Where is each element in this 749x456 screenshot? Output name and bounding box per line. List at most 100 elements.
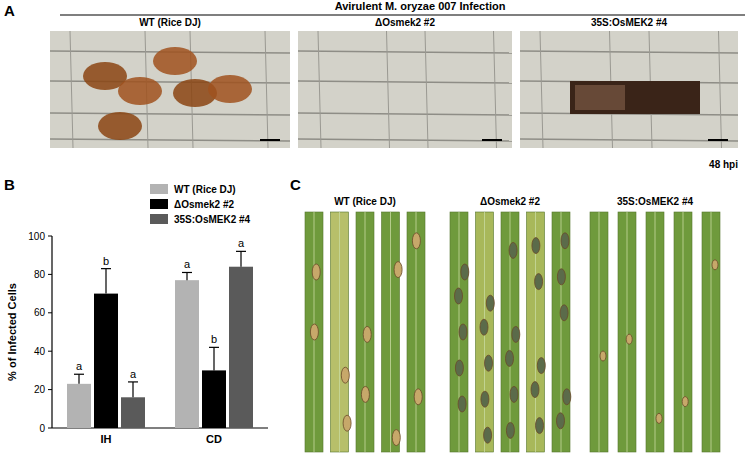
lesion	[392, 430, 400, 446]
leaf-vein	[339, 212, 340, 452]
lesion	[461, 264, 469, 280]
leaf	[382, 212, 400, 452]
cell-wall	[719, 31, 722, 148]
error-bar-stem	[213, 347, 214, 370]
y-tick	[48, 351, 52, 352]
micrograph	[520, 31, 738, 148]
image-label: ΔOsmek2 #2	[480, 196, 540, 207]
panel-title: Avirulent M. oryzae 007 Infection	[335, 0, 506, 12]
leaf	[527, 212, 545, 452]
lesion	[343, 415, 351, 431]
bar	[229, 267, 253, 428]
y-tick	[48, 312, 52, 313]
leaf-vein	[683, 212, 684, 452]
error-bar	[236, 251, 246, 266]
error-bar-stem	[186, 272, 187, 280]
lesion	[712, 260, 718, 270]
lesion	[532, 238, 540, 254]
hypha-cluster	[208, 75, 252, 103]
lesion	[458, 396, 466, 412]
lesion	[512, 326, 520, 342]
bar	[94, 294, 118, 428]
lesion	[682, 397, 688, 407]
lesion	[656, 413, 662, 423]
cell-wall	[298, 113, 512, 115]
cell-wall	[298, 51, 512, 53]
y-tick-label: 40	[34, 346, 46, 357]
scale-bar	[260, 139, 280, 141]
lesion	[455, 288, 463, 304]
error-bar	[128, 382, 138, 397]
leaf	[476, 212, 494, 452]
hypha-cluster	[153, 47, 197, 75]
y-tick	[48, 274, 52, 275]
leaf	[674, 212, 692, 452]
leaf	[356, 212, 374, 452]
lesion	[506, 422, 514, 438]
y-axis-label: % of Infected Cells	[6, 283, 18, 381]
image-label: 35S:OsMEK2 #4	[617, 196, 694, 207]
cell-wall	[298, 139, 512, 141]
legend-swatch	[150, 214, 168, 224]
cell-wall	[265, 31, 268, 148]
lesion	[310, 324, 318, 340]
lesion	[509, 242, 517, 258]
lesion	[486, 295, 494, 311]
cell-wall	[494, 31, 497, 148]
cell-wall	[540, 31, 543, 148]
error-bar-cap	[101, 268, 111, 269]
lesion	[481, 391, 489, 407]
leaf-vein	[627, 212, 628, 452]
dead-cell	[570, 81, 700, 114]
error-bar-cap	[128, 381, 138, 382]
error-bar-cap	[74, 374, 84, 375]
error-bar-stem	[78, 374, 79, 384]
error-bar-stem	[105, 269, 106, 294]
leaf	[552, 212, 570, 452]
error-bar-stem	[240, 251, 241, 266]
cell-wall	[70, 31, 73, 148]
cell-wall	[50, 139, 290, 141]
image-label: 35S:OsMEK2 #4	[591, 17, 668, 28]
cell-wall	[425, 31, 428, 148]
micrograph-bg	[50, 31, 290, 148]
panel-letter: C	[290, 176, 301, 193]
lesion	[537, 358, 545, 374]
lesion	[414, 389, 422, 405]
panel-letter: B	[4, 176, 15, 193]
lesion	[341, 367, 349, 383]
bar	[202, 370, 226, 428]
y-axis	[51, 236, 52, 428]
y-tick-label: 0	[39, 423, 45, 434]
x-tick-label: IH	[101, 433, 112, 445]
error-bar-cap	[236, 251, 246, 252]
leaf-vein	[711, 212, 712, 452]
y-tick-label: 80	[34, 269, 46, 280]
leaf-vein	[599, 212, 600, 452]
lesion	[394, 262, 402, 278]
lesion	[455, 360, 463, 376]
title-rule	[60, 14, 745, 15]
micrograph-bg	[520, 31, 738, 148]
bar	[121, 397, 145, 428]
significance-letter: b	[103, 255, 109, 267]
lesion	[480, 319, 488, 335]
hypha-cluster	[118, 77, 162, 105]
y-tick-label: 20	[34, 384, 46, 395]
x-tick-label: CD	[206, 433, 222, 445]
error-bar	[74, 374, 84, 384]
bars	[67, 267, 253, 428]
significance-letter: b	[211, 333, 217, 345]
lesion	[412, 233, 420, 249]
image-label: WT (Rice DJ)	[334, 196, 396, 207]
micrograph	[50, 31, 290, 148]
lesion	[312, 264, 320, 280]
micrograph-bg	[298, 31, 512, 148]
cell-wall	[50, 113, 290, 115]
bar	[67, 384, 91, 428]
y-tick	[48, 428, 52, 429]
cell-wall	[520, 139, 738, 141]
legend-swatch	[150, 184, 168, 194]
y-tick-label: 100	[28, 231, 45, 242]
lesion	[361, 386, 369, 402]
